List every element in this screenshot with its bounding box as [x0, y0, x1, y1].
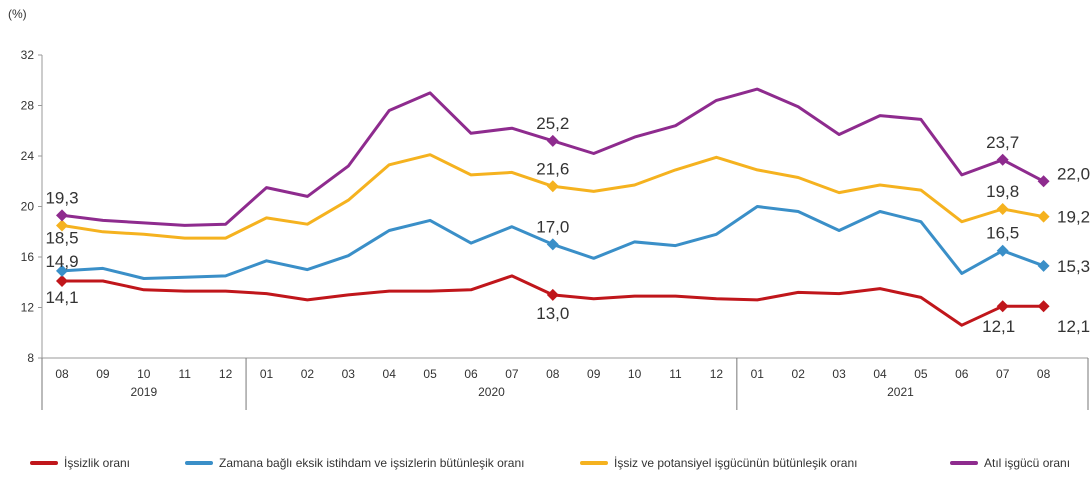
x-tick-label: 10 [628, 367, 642, 381]
x-tick-label: 01 [751, 367, 765, 381]
x-tick-label: 06 [955, 367, 969, 381]
data-label: 14,9 [45, 252, 78, 271]
data-label: 18,5 [45, 228, 78, 247]
x-tick-label: 08 [55, 367, 69, 381]
legend: İşsizlik oranı Zamana bağlı eksik istihda… [20, 456, 1090, 476]
x-tick-label: 09 [587, 367, 601, 381]
data-point-marker [56, 209, 68, 222]
x-year-label: 2020 [478, 385, 505, 399]
legend-swatch [580, 461, 608, 465]
data-point-marker [56, 219, 68, 232]
data-label: 25,2 [536, 114, 569, 133]
x-tick-label: 07 [505, 367, 519, 381]
line-chart: (%) 8 12 16 20 24 28 32 08 09 10 11 12 01 02 03 04 05 06 07… [8, 7, 1090, 410]
data-label: 19,3 [45, 188, 78, 207]
data-point-marker [546, 134, 559, 147]
data-label: 16,5 [986, 224, 1019, 243]
data-label: 23,7 [986, 133, 1019, 152]
legend-label: Zamana bağlı eksik istihdam ve işsizleri… [219, 456, 525, 470]
x-tick-label: 08 [1037, 367, 1051, 381]
legend-swatch [950, 461, 978, 465]
y-tick-label: 24 [21, 149, 35, 163]
x-tick-label: 06 [464, 367, 478, 381]
data-point-marker [546, 288, 559, 301]
data-point-marker [546, 238, 559, 251]
y-tick-label: 12 [21, 301, 35, 315]
data-label: 15,3 [1057, 257, 1090, 276]
series-line-4 [60, 87, 1046, 227]
data-point-marker [996, 153, 1009, 166]
x-tick-label: 04 [873, 367, 887, 381]
y-tick-label: 8 [27, 351, 34, 365]
data-point-marker [56, 264, 68, 277]
data-label: 19,8 [986, 182, 1019, 201]
y-tick-label: 16 [21, 250, 35, 264]
legend-swatch [30, 461, 58, 465]
x-tick-label: 11 [669, 367, 682, 381]
x-tick-label: 03 [832, 367, 846, 381]
legend-label: İşsiz ve potansiyel işgücünün bütünleşik… [614, 456, 858, 470]
y-tick-label: 20 [21, 200, 35, 214]
x-tick-label: 08 [546, 367, 560, 381]
x-tick-label: 02 [301, 367, 315, 381]
x-year-label: 2019 [130, 385, 157, 399]
legend-label: Atıl işgücü oranı [984, 456, 1071, 470]
data-point-marker [1037, 210, 1050, 223]
data-label: 22,0 [1057, 164, 1090, 183]
data-point-marker [1037, 259, 1050, 272]
data-label: 19,2 [1057, 208, 1090, 227]
x-tick-label: 04 [383, 367, 397, 381]
legend-label: İşsizlik oranı [64, 456, 131, 470]
data-label: 13,0 [536, 304, 569, 323]
data-label: 14,1 [45, 288, 78, 307]
series-markers [56, 134, 1050, 313]
x-tick-label: 11 [178, 367, 191, 381]
legend-swatch [185, 461, 213, 465]
x-tick-label: 01 [260, 367, 274, 381]
data-point-marker [1037, 175, 1050, 188]
data-point-marker [56, 274, 68, 287]
data-label: 12,1 [1057, 317, 1090, 336]
x-tick-label: 05 [423, 367, 437, 381]
y-tick-label: 28 [21, 99, 35, 113]
x-tick-label: 12 [219, 367, 233, 381]
data-label: 12,1 [982, 317, 1015, 336]
data-point-marker [996, 244, 1009, 257]
x-tick-label: 12 [710, 367, 724, 381]
legend-item: İşsiz ve potansiyel işgücünün bütünleşik… [580, 456, 857, 470]
data-point-marker [996, 203, 1009, 216]
x-tick-label: 05 [914, 367, 928, 381]
y-tick-label: 32 [21, 48, 35, 62]
y-axis-unit: (%) [8, 7, 27, 21]
x-tick-label: 09 [96, 367, 110, 381]
data-labels: 14,1 13,0 12,1 12,1 14,9 17,0 16,5 15,3 18,5 21,6… [45, 114, 1090, 336]
x-tick-label: 03 [342, 367, 356, 381]
data-point-marker [546, 180, 559, 193]
x-tick-label: 07 [996, 367, 1010, 381]
x-year-label: 2021 [887, 385, 914, 399]
data-label: 17,0 [536, 217, 569, 236]
axes: (%) 8 12 16 20 24 28 32 08 09 10 11 12 01 02 03 04 05 06 07… [8, 7, 1089, 410]
legend-item: Atıl işgücü oranı [950, 456, 1070, 470]
x-tick-label: 10 [137, 367, 151, 381]
legend-item: İşsizlik oranı [30, 456, 130, 470]
legend-item: Zamana bağlı eksik istihdam ve işsizleri… [185, 456, 524, 470]
data-point-marker [1037, 300, 1050, 313]
data-label: 21,6 [536, 159, 569, 178]
x-tick-label: 02 [792, 367, 806, 381]
data-point-marker [996, 300, 1009, 313]
